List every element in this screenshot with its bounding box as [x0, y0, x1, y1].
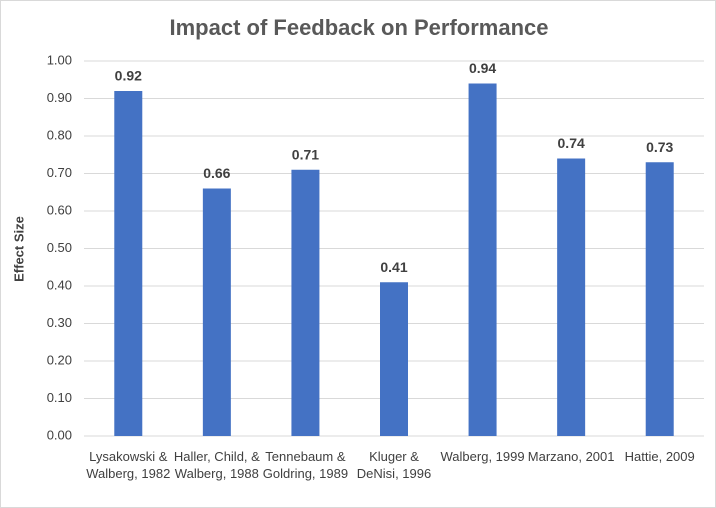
y-tick-label: 0.20: [47, 352, 72, 367]
y-tick-label: 0.60: [47, 202, 72, 217]
bar: [114, 91, 143, 436]
chart-title: Impact of Feedback on Performance: [170, 15, 549, 40]
x-tick-label: Tennebaum & Goldring, 1989: [262, 449, 349, 481]
value-label: 0.92: [115, 68, 142, 84]
x-tick-label: Kluger & DeNisi, 1996: [356, 449, 432, 481]
value-label: 0.71: [292, 146, 319, 162]
bar: [380, 282, 408, 436]
y-tick-label: 0.10: [47, 390, 72, 405]
y-axis-label: Effect Size: [11, 216, 26, 282]
value-label: 0.94: [469, 60, 496, 76]
bar: [291, 169, 320, 436]
x-tick-label: Walberg, 1999: [440, 449, 525, 464]
y-tick-label: 0.00: [47, 427, 72, 442]
value-label: 0.66: [203, 165, 230, 181]
value-label: 0.41: [380, 259, 407, 275]
bar: [557, 158, 586, 436]
y-tick-label: 0.80: [47, 127, 72, 142]
y-tick-label: 1.00: [47, 52, 72, 67]
y-tick-label: 0.30: [47, 315, 72, 330]
x-tick-label: Marzano, 2001: [527, 449, 615, 464]
bar: [202, 188, 231, 436]
value-label: 0.73: [646, 139, 673, 155]
bar: [645, 162, 674, 436]
y-tick-label: 0.50: [47, 240, 72, 255]
bar: [468, 83, 497, 436]
y-tick-label: 0.90: [47, 90, 72, 105]
y-tick-label: 0.70: [47, 165, 72, 180]
y-tick-label: 0.40: [47, 277, 72, 292]
value-label: 0.74: [558, 135, 585, 151]
x-tick-label: Hattie, 2009: [624, 449, 695, 464]
x-tick-label: Lysakowski & Walberg, 1982: [86, 449, 171, 481]
x-tick-label: Haller, Child, & Walberg, 1988: [173, 449, 260, 481]
